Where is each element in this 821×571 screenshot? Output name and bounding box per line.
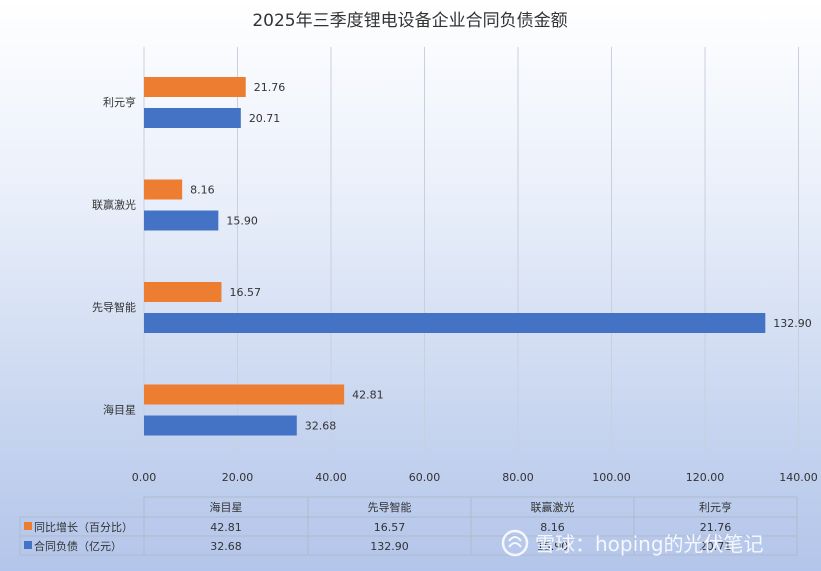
tick-label: 80.00 xyxy=(502,471,534,484)
category-label: 联赢激光 xyxy=(92,198,136,212)
category-labels: 海目星 先导智能 联赢激光 利元亨 xyxy=(92,95,136,417)
table-cell: 21.76 xyxy=(700,521,732,534)
legend-label: 同比增长（百分比） xyxy=(34,520,133,534)
category-label: 海目星 xyxy=(103,403,136,417)
tick-label: 140.00 xyxy=(779,471,818,484)
bar xyxy=(144,415,297,436)
data-label: 8.16 xyxy=(190,184,215,197)
bar xyxy=(144,108,241,128)
tick-label: 100.00 xyxy=(592,471,631,484)
x-axis: 0.00 20.00 40.00 60.00 80.00 100.00 120.00 140.… xyxy=(132,471,818,484)
bars: 42.81 32.68 16.57 132.90 8.16 15.90 21.76 20.71 xyxy=(144,77,812,436)
bar xyxy=(144,210,219,231)
bar xyxy=(144,282,222,302)
table-header: 先导智能 xyxy=(368,500,412,514)
bar xyxy=(144,313,766,333)
table-header: 海目星 xyxy=(210,500,243,514)
table-header: 联赢激光 xyxy=(531,500,575,514)
tick-label: 120.00 xyxy=(686,471,725,484)
table-cell: 8.16 xyxy=(540,521,565,534)
data-label: 15.90 xyxy=(226,215,258,228)
data-label: 16.57 xyxy=(229,286,261,299)
snowball-logo-icon xyxy=(501,529,529,557)
watermark-text: 雪球：hoping的光伏笔记 xyxy=(535,532,764,556)
data-label: 42.81 xyxy=(352,389,384,402)
data-label: 20.71 xyxy=(249,112,281,125)
tick-label: 0.00 xyxy=(132,471,157,484)
table-header: 利元亨 xyxy=(699,500,732,514)
data-label: 32.68 xyxy=(305,420,337,433)
tick-label: 60.00 xyxy=(409,471,441,484)
table-cell: 42.81 xyxy=(210,521,242,534)
table-cell: 20.71 xyxy=(700,540,732,553)
bar xyxy=(144,179,183,200)
bar xyxy=(144,384,345,405)
chart-title: 2025年三季度锂电设备企业合同负债金额 xyxy=(252,11,567,31)
table-cell: 15.90 xyxy=(537,540,569,553)
category-label: 先导智能 xyxy=(92,300,136,314)
tick-label: 40.00 xyxy=(315,471,347,484)
data-label: 132.90 xyxy=(773,317,812,330)
legend-swatch xyxy=(24,541,32,549)
watermark: 雪球：hoping的光伏笔记 xyxy=(501,529,764,557)
category-label: 利元亨 xyxy=(103,95,136,109)
table-cell: 32.68 xyxy=(210,540,242,553)
legend-label: 合同负债（亿元） xyxy=(34,539,122,553)
bar xyxy=(144,77,246,97)
data-label: 21.76 xyxy=(254,81,286,94)
table-cell: 132.90 xyxy=(370,540,409,553)
table-cell: 16.57 xyxy=(374,521,406,534)
legend-swatch xyxy=(24,522,32,530)
tick-label: 20.00 xyxy=(222,471,254,484)
